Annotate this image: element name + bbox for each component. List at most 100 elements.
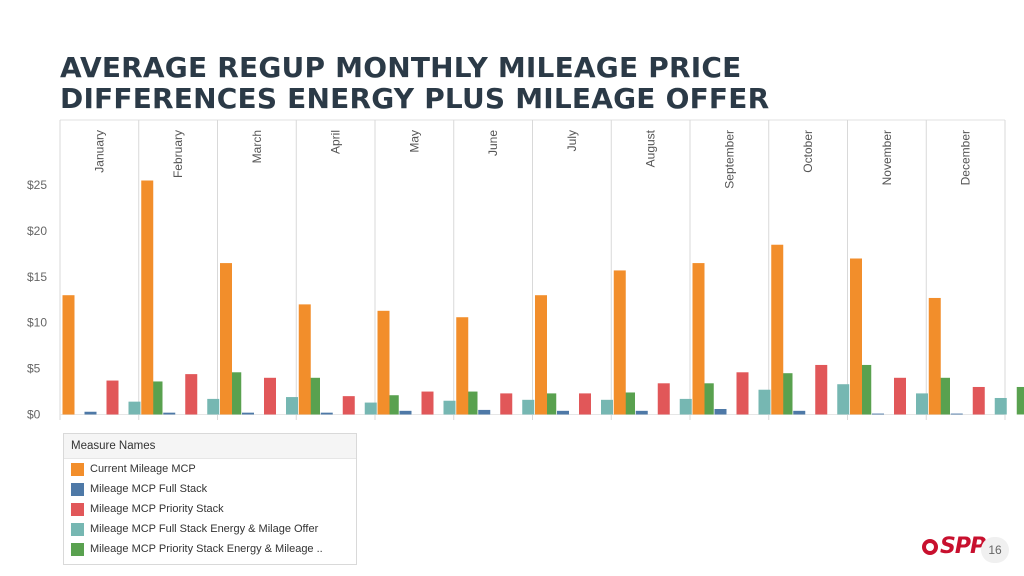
bar-april-series-2 [320,412,333,415]
bar-december-series-4 [994,397,1007,415]
y-tick-label: $20 [27,224,47,238]
y-tick-label: $10 [27,316,47,330]
bar-august-series-1 [613,270,626,415]
bar-march-series-5 [308,377,320,415]
bar-april-series-5 [386,395,399,415]
legend-label: Mileage MCP Priority Stack [90,503,224,515]
slide-title-line1: AVERAGE REGUP MONTHLY MILEAGE PRICE [60,51,742,84]
bar-october-series-5 [859,364,872,415]
bar-july-series-2 [557,410,569,415]
bar-november-series-5 [938,377,950,415]
bar-april-series-4 [364,402,377,415]
bar-september-series-3 [736,372,749,415]
month-header-february: February [171,130,185,178]
bar-september-series-4 [758,389,771,415]
bar-january-series-2 [84,411,97,415]
legend-item-priority-stack-energy[interactable]: Mileage MCP Priority Stack Energy & Mile… [64,539,356,559]
month-header-april: April [329,130,343,154]
spp-logo: SPP [922,534,986,559]
bar-april-series-1 [298,304,311,415]
bar-june-series-1 [456,317,469,415]
bar-june-series-2 [478,409,491,415]
bar-may-series-2 [399,410,412,415]
legend-label: Current Mileage MCP [90,463,196,475]
bar-february-series-2 [163,412,176,415]
legend-item-full-stack[interactable]: Mileage MCP Full Stack [64,479,356,499]
month-header-may: May [407,130,421,153]
bar-july-series-3 [579,393,591,415]
bar-december-series-1 [928,297,941,415]
bar-march-series-4 [286,397,298,415]
legend-item-current-mileage-mcp[interactable]: Current Mileage MCP [64,459,356,479]
legend-label: Mileage MCP Full Stack [90,483,208,495]
bar-november-series-3 [894,377,906,415]
bar-march-series-2 [242,412,254,415]
slide-title: AVERAGE REGUP MONTHLY MILEAGE PRICE DIFF… [60,52,769,114]
legend-item-priority-stack[interactable]: Mileage MCP Priority Stack [64,499,356,519]
bar-december-series-3 [972,386,985,415]
legend-swatch [71,522,84,536]
bar-november-series-4 [916,393,928,415]
bar-january-series-4 [128,401,141,415]
bar-october-series-2 [793,410,806,415]
bar-january-series-5 [150,381,163,415]
bar-june-series-4 [522,399,535,415]
bar-october-series-3 [815,364,828,415]
bar-july-series-4 [601,399,613,415]
legend-label: Mileage MCP Full Stack Energy & Milage O… [90,523,319,535]
legend-item-full-stack-energy[interactable]: Mileage MCP Full Stack Energy & Milage O… [64,519,356,539]
bar-july-series-1 [535,295,547,415]
legend-swatch [71,502,84,516]
bar-february-series-4 [207,398,220,415]
bar-october-series-4 [837,384,850,415]
bar-may-series-4 [443,400,456,415]
month-header-december: December [959,130,973,185]
bar-march-series-3 [264,377,276,415]
bar-september-series-5 [780,373,793,415]
bar-may-series-3 [421,391,434,415]
legend-swatch [71,542,84,556]
bar-september-series-2 [714,408,727,415]
month-header-june: June [486,130,500,156]
page-number: 16 [981,537,1009,563]
month-header-october: October [801,130,815,173]
bar-october-series-1 [771,244,784,415]
bar-june-series-3 [500,393,513,415]
month-header-january: January [92,130,106,173]
bar-august-series-2 [635,410,648,415]
bar-july-series-5 [623,392,635,415]
bar-may-series-1 [377,310,390,415]
legend-label: Mileage MCP Priority Stack Energy & Mile… [90,543,323,555]
month-header-march: March [250,130,264,163]
bar-may-series-5 [465,391,478,415]
bar-december-series-2 [950,413,963,415]
bar-december-series-5 [1016,386,1024,415]
bar-january-series-1 [62,295,75,415]
y-tick-label: $0 [27,408,41,422]
month-header-september: September [722,130,736,189]
month-header-july: July [565,130,579,151]
spp-logo-text: SPP [940,534,986,559]
month-header-november: November [880,130,894,185]
bar-february-series-5 [229,372,242,415]
bar-august-series-4 [679,398,692,415]
bar-november-series-2 [872,413,884,415]
legend: Measure Names Current Mileage MCP Mileag… [63,433,357,565]
bar-january-series-3 [106,380,119,415]
bar-february-series-3 [185,374,198,415]
legend-swatch [71,482,84,496]
legend-title: Measure Names [64,434,356,459]
slide-title-line2: DIFFERENCES ENERGY PLUS MILEAGE OFFER [60,82,770,115]
bar-august-series-3 [657,383,670,415]
y-tick-label: $25 [27,178,47,192]
bar-august-series-5 [701,383,714,415]
legend-swatch [71,462,84,476]
y-tick-label: $5 [27,362,41,376]
bar-november-series-1 [850,258,862,415]
bar-april-series-3 [342,396,355,415]
bar-september-series-1 [692,263,705,415]
bar-march-series-1 [220,263,232,415]
bar-june-series-5 [544,393,557,415]
y-tick-label: $15 [27,270,47,284]
